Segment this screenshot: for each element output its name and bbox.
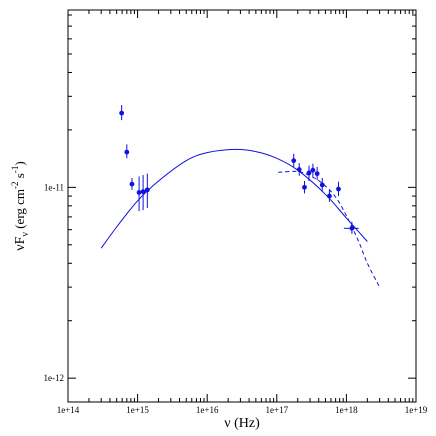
x-tick-label: 1e+17: [266, 405, 289, 415]
data-point: [314, 171, 320, 177]
model-curve-solid: [100, 148, 368, 249]
y-axis-title: νFν (erg cm-2 s-1): [10, 161, 31, 250]
x-tick-label: 1e+14: [57, 405, 80, 415]
data-point: [144, 187, 150, 193]
y-tick-labels: 1e-12 1e-11: [44, 182, 65, 383]
y-tick-label: 1e-12: [44, 373, 65, 383]
plot-frame: [67, 9, 417, 403]
model-curves: [100, 148, 381, 288]
data-point: [129, 181, 135, 187]
data-point: [327, 193, 332, 199]
x-tick-label: 1e+19: [405, 405, 428, 415]
data-point: [349, 225, 355, 231]
x-axis-title: ν (Hz): [224, 416, 260, 431]
x-tick-label: 1e+18: [335, 405, 358, 415]
model-curve-dashed: [278, 170, 381, 288]
data-point: [119, 110, 125, 116]
x-tick-label: 1e+15: [126, 405, 149, 415]
x-tick-label: 1e+16: [196, 405, 219, 415]
data-points: [119, 105, 359, 234]
data-point: [336, 186, 341, 192]
x-tick-labels: 1e+14 1e+15 1e+16 1e+17 1e+18 1e+19: [57, 405, 428, 415]
data-point: [302, 184, 307, 190]
data-point: [136, 190, 142, 195]
data-point: [319, 182, 325, 188]
data-point: [306, 170, 312, 176]
data-point: [310, 167, 316, 173]
axis-ticks: [67, 10, 417, 402]
data-point: [124, 149, 130, 155]
data-point: [140, 189, 146, 194]
data-point: [296, 167, 302, 172]
data-point: [291, 158, 297, 164]
y-tick-label: 1e-11: [44, 182, 64, 192]
